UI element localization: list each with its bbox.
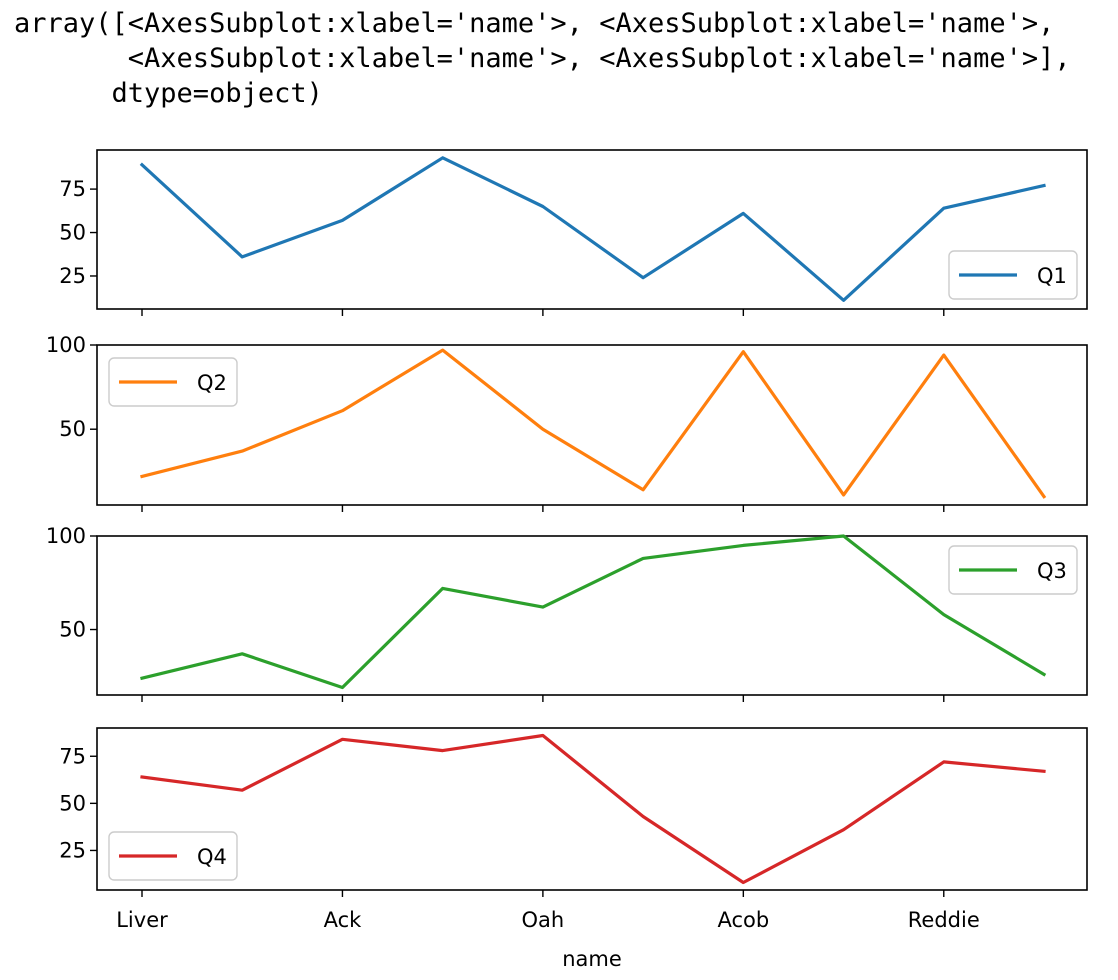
subplot-q2: 50 100 Q2 [46,333,1088,512]
subplot-q4: 25 50 75 Liver Ack Oah Acob Reddie Q4 [59,727,1088,932]
x-tick-label: Acob [717,908,769,932]
output-line-1: array([<AxesSubplot:xlabel='name'>, <Axe… [14,8,1055,39]
y-tick-label: 75 [59,177,86,201]
y-tick-label: 100 [46,333,86,357]
subplot-q3: 50 100 Q3 [46,524,1088,702]
legend-label: Q2 [197,371,227,395]
x-tick-label: Reddie [908,908,980,932]
output-text: array([<AxesSubplot:xlabel='name'>, <Axe… [14,6,1071,111]
y-tick-label: 50 [59,221,86,245]
y-tick-label: 50 [59,417,86,441]
axes-frame [96,727,1088,891]
axes-frame [96,535,1088,696]
x-tick-label: Ack [324,908,363,932]
y-tick-label: 50 [59,791,86,815]
subplot-q1: 25 50 75 Q1 [59,149,1088,316]
y-tick-label: 100 [46,524,86,548]
legend: Q2 [108,357,238,407]
y-tick-label: 25 [59,838,86,862]
y-tick-label: 50 [59,618,86,642]
legend-label: Q3 [1037,559,1067,583]
axes-frame [96,149,1088,310]
x-tick-label: Liver [116,908,168,932]
y-tick-label: 75 [59,744,86,768]
x-tick-label: Oah [522,908,565,932]
series-line-q1 [139,156,1046,302]
legend: Q1 [948,250,1078,300]
legend-label: Q4 [197,845,227,869]
legend-label: Q1 [1037,264,1067,288]
axes-frame [96,344,1088,506]
series-line-q3 [140,534,1047,690]
legend: Q3 [948,545,1078,595]
output-line-2: <AxesSubplot:xlabel='name'>, <AxesSubplo… [14,43,1071,74]
y-tick-label: 25 [59,264,86,288]
series-line-q2 [140,348,1047,499]
output-line-3: dtype=object) [14,78,323,109]
legend: Q4 [108,831,238,881]
series-line-q4 [140,733,1046,885]
x-axis-label: name [562,947,622,971]
